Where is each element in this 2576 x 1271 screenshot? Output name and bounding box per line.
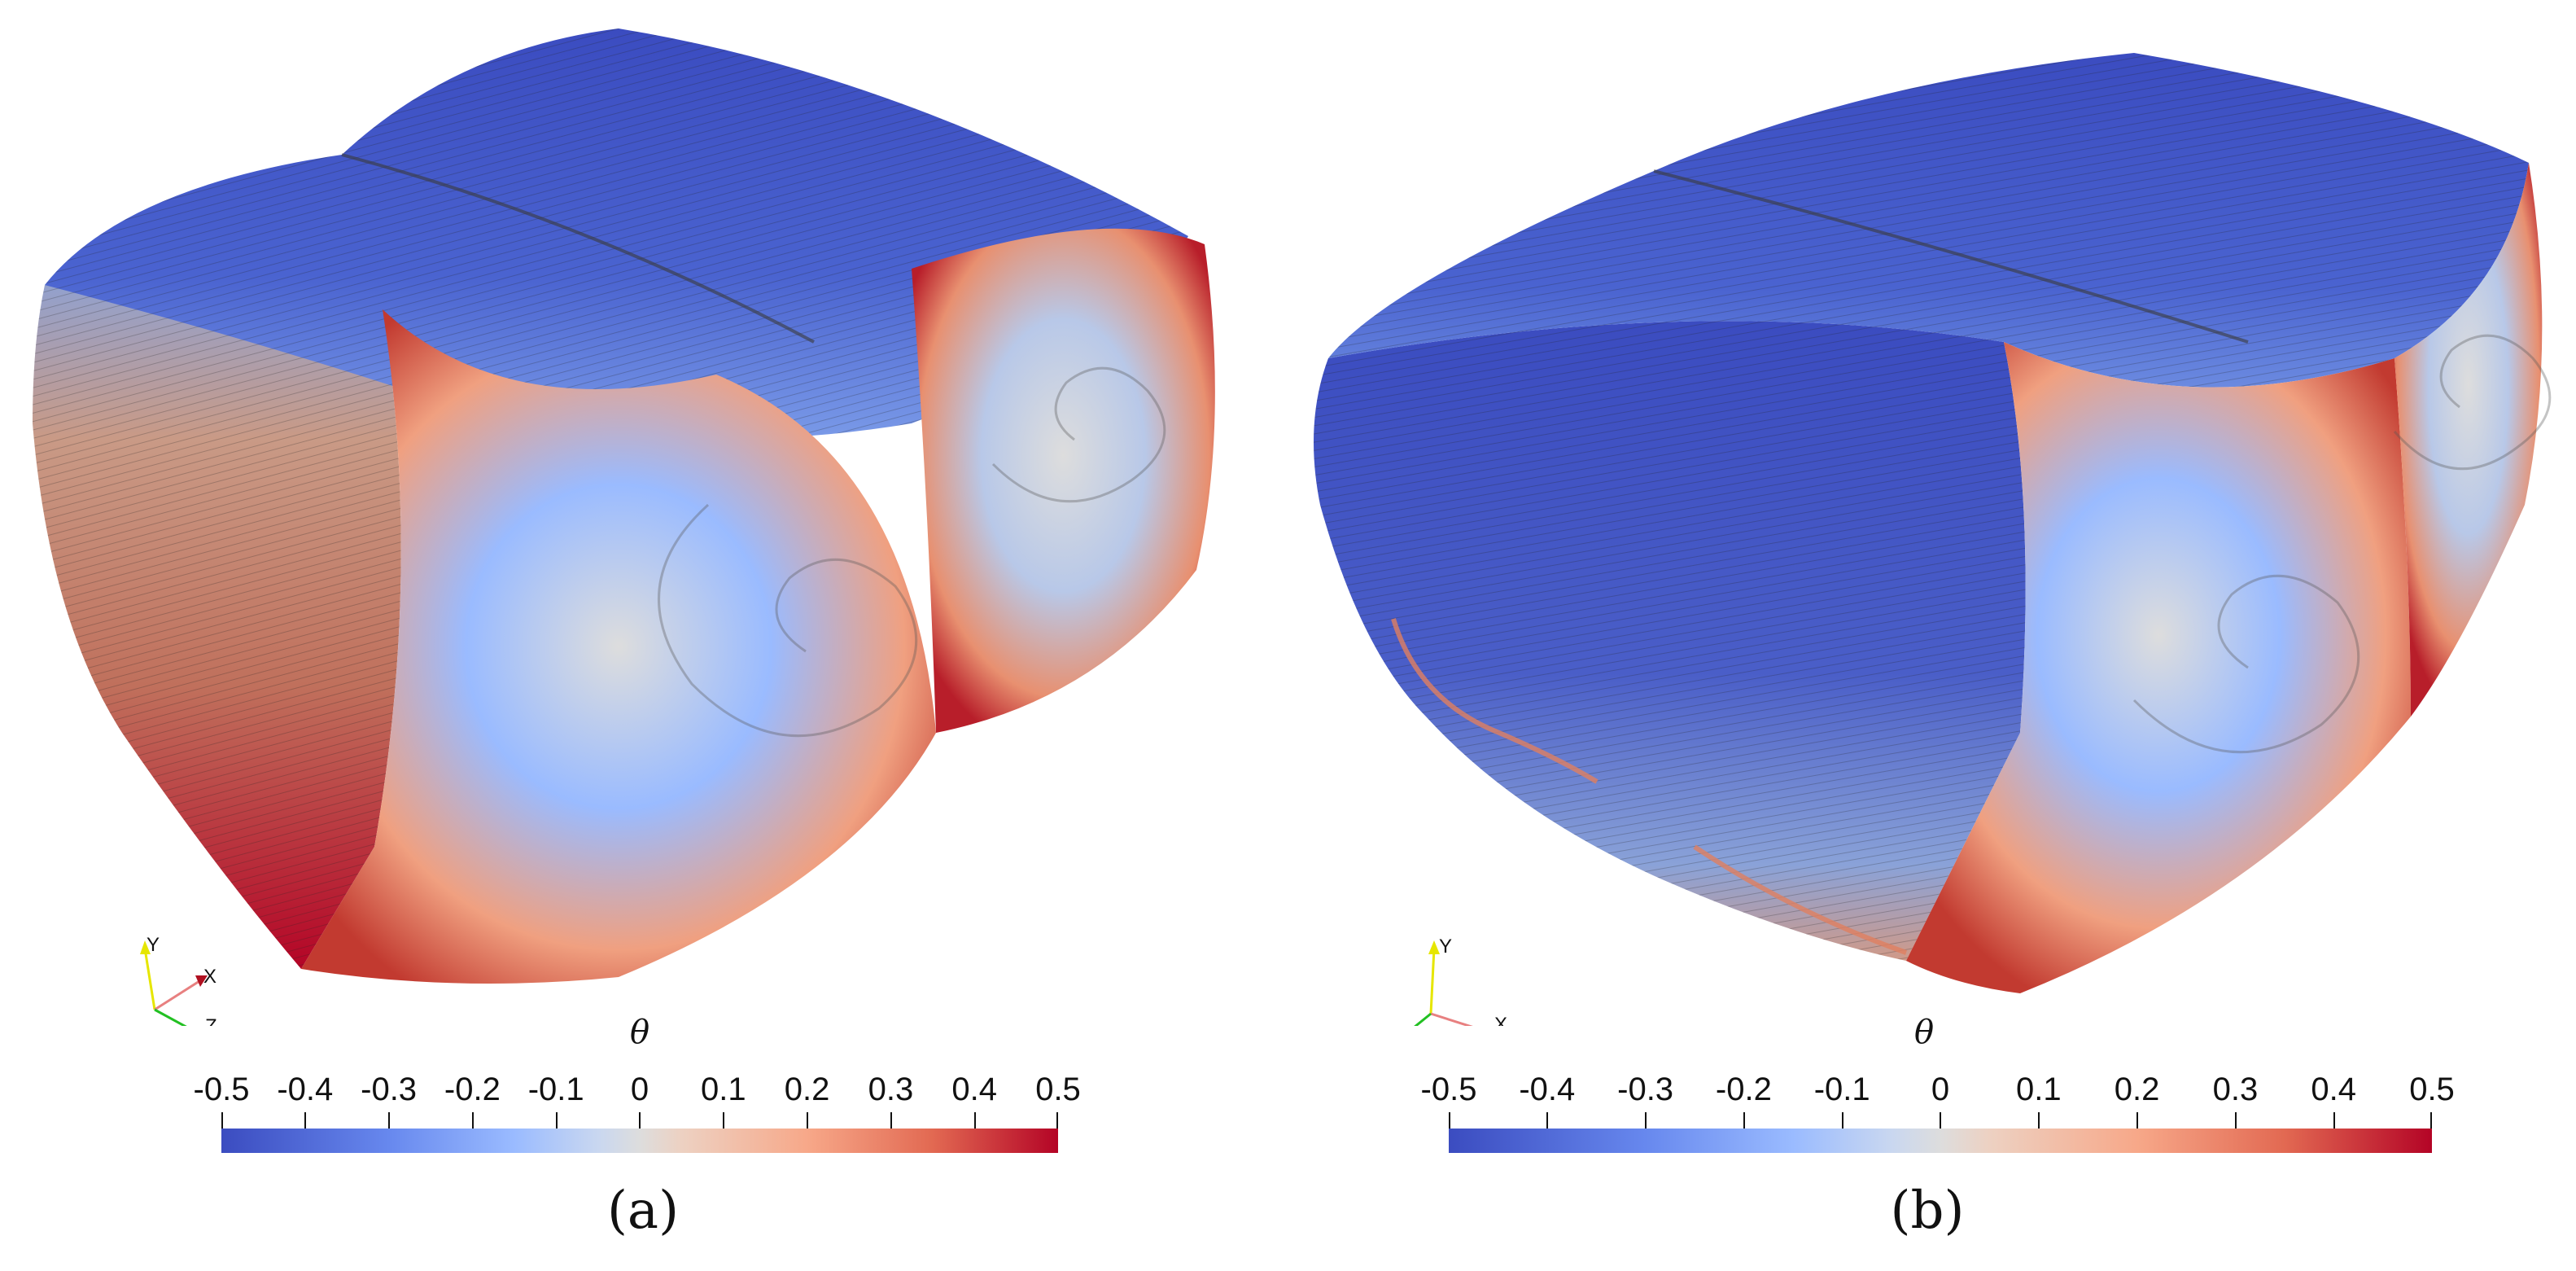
streamline-render-b: Y X Z — [1314, 53, 2552, 1026]
colorbar-tick-label: 0.4 — [951, 1072, 997, 1107]
colorbar-tick-label: -0.3 — [1617, 1072, 1674, 1107]
axis-x-label: X — [1494, 1014, 1507, 1026]
panel-caption: (a) — [606, 1181, 680, 1241]
colorbar-tick-label: -0.3 — [361, 1072, 418, 1107]
axis-y-label: Y — [1439, 936, 1452, 958]
colorbar-tick-label: -0.2 — [1715, 1072, 1772, 1107]
colorbar-tick-label: -0.4 — [277, 1072, 334, 1107]
vortex-cell-front — [1906, 342, 2411, 993]
colorbar-gradient — [1449, 1129, 2432, 1153]
colorbar-tick-label: -0.4 — [1519, 1072, 1576, 1107]
colorbar-tick-label: -0.1 — [1813, 1072, 1870, 1107]
streamline-render-a: Y X Z — [33, 28, 1215, 1026]
axis-x-label: X — [203, 966, 216, 988]
colorbar-tick-label: 0.5 — [2409, 1072, 2455, 1107]
vortex-cell-front — [301, 309, 936, 984]
colorbar-tick-label: 0.2 — [784, 1072, 830, 1107]
colorbar-tick-label: -0.1 — [527, 1072, 584, 1107]
axis-z-label: Z — [205, 1015, 217, 1026]
panel-caption: (b) — [1890, 1181, 1965, 1241]
colorbar-tick-label: 0.3 — [2212, 1072, 2259, 1107]
colorbar-tick-label: 0.4 — [2311, 1072, 2356, 1107]
colorbar-tick-label: 0.2 — [2114, 1072, 2160, 1107]
colorbar-tick-label: 0.1 — [2015, 1072, 2062, 1107]
panel-a: Y X Z θ -0.5 -0.4 -0.3 -0.2 -0.1 0 0.1 0… — [33, 28, 1215, 1241]
colorbar: -0.5 -0.4 -0.3 -0.2 -0.1 0 0.1 0.2 0.3 0… — [1421, 1072, 2455, 1153]
colorbar-title: θ — [629, 1014, 650, 1051]
panel-b: Y X Z θ -0.5 -0.4 -0.3 -0.2 -0.1 0 0.1 0… — [1288, 0, 2575, 1271]
colorbar: -0.5 -0.4 -0.3 -0.2 -0.1 0 0.1 0.2 0.3 0… — [194, 1072, 1081, 1153]
axes-triad: Y X Z — [140, 934, 217, 1026]
axis-y-label: Y — [147, 934, 160, 956]
colorbar-title: θ — [1913, 1014, 1935, 1051]
colorbar-tick-label: 0.5 — [1035, 1072, 1081, 1107]
colorbar-tick-label: 0.1 — [700, 1072, 746, 1107]
vortex-cell-right — [2394, 163, 2543, 717]
colorbar-tick-label: 0 — [1931, 1072, 1950, 1107]
vortex-cell-right — [912, 228, 1215, 733]
colorbar-gradient — [221, 1129, 1058, 1153]
colorbar-tick-label: 0.3 — [868, 1072, 914, 1107]
colorbar-tick-label: 0 — [630, 1072, 649, 1107]
axes-triad: Y X Z — [1414, 936, 1507, 1026]
colorbar-tick-label: -0.5 — [193, 1072, 250, 1107]
colorbar-tick-label: -0.5 — [1420, 1072, 1477, 1107]
colorbar-tick-label: -0.2 — [444, 1072, 501, 1107]
